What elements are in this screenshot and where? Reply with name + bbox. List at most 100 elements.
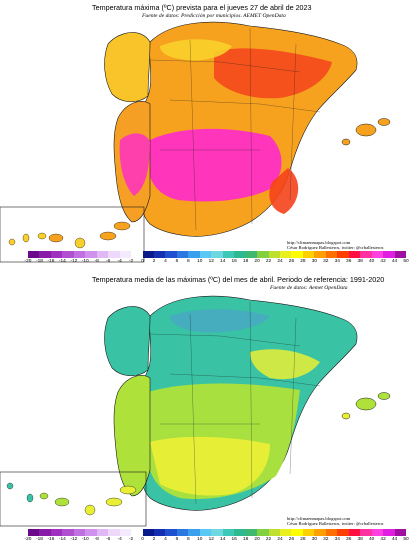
legend-tick-label: -8 xyxy=(94,259,99,264)
legend-tick-label: 38 xyxy=(357,259,363,264)
legend-swatch xyxy=(314,251,326,258)
legend-swatch xyxy=(176,251,189,258)
legend-swatch xyxy=(50,251,63,258)
legend-tick-label: 20 xyxy=(254,259,260,264)
legend-tick-label: -16 xyxy=(47,259,55,264)
legend-swatch xyxy=(268,529,280,536)
forecast-map xyxy=(0,21,391,263)
legend-tick-label: 40 xyxy=(368,259,375,264)
legend-tick-label: 16 xyxy=(231,537,237,542)
legend-tick-label: 2 xyxy=(152,259,156,264)
legend-swatch xyxy=(360,529,372,536)
legend-tick-label: 34 xyxy=(334,259,340,264)
legend-tick-label: 4 xyxy=(164,259,167,264)
legend-tick-label: -18 xyxy=(35,259,43,264)
forecast-peninsula xyxy=(104,21,358,237)
legend-swatch xyxy=(325,251,338,258)
forecast-color-legend xyxy=(28,251,406,258)
legend-swatch xyxy=(108,529,120,536)
legend-swatch xyxy=(153,251,166,258)
legend-tick-label: 8 xyxy=(187,259,190,264)
legend-tick-label: 26 xyxy=(288,537,295,542)
legend-swatch xyxy=(302,529,315,536)
legend-tick-label: 38 xyxy=(357,537,363,542)
legend-swatch xyxy=(199,529,212,536)
legend-swatch xyxy=(268,251,280,258)
legend-swatch xyxy=(279,251,292,258)
legend-swatch xyxy=(371,529,384,536)
climatology-color-legend xyxy=(28,529,406,536)
legend-tick-label: -16 xyxy=(47,537,55,542)
legend-tick-label: 10 xyxy=(197,259,203,264)
legend-tick-label: -6 xyxy=(106,537,111,542)
legend-tick-label: -8 xyxy=(94,537,99,542)
legend-swatch xyxy=(234,529,246,536)
legend-tick-label: 0 xyxy=(141,259,144,264)
legend-tick-label: 32 xyxy=(323,259,329,264)
legend-tick-label: -12 xyxy=(70,259,78,264)
legend-tick-label: -4 xyxy=(117,259,122,264)
forecast-title: Temperatura máxima (ºC) prevista para el… xyxy=(92,3,312,12)
legend-tick-label: 42 xyxy=(380,537,386,542)
legend-tick-label: -20 xyxy=(24,259,32,264)
legend-tick-label: 44 xyxy=(391,537,398,542)
legend-swatch xyxy=(176,529,189,536)
climatology-peninsula xyxy=(104,295,358,511)
legend-swatch xyxy=(131,529,143,536)
legend-tick-label: 36 xyxy=(346,259,352,264)
legend-swatch xyxy=(188,251,200,258)
legend-swatch xyxy=(222,529,235,536)
legend-tick-label: 36 xyxy=(346,537,352,542)
legend-tick-label: 20 xyxy=(254,537,260,542)
climatology-source: Fuente de datos: Aemet OpenData xyxy=(270,285,348,291)
legend-swatch xyxy=(234,251,246,258)
legend-swatch xyxy=(96,251,109,258)
legend-swatch xyxy=(360,251,372,258)
legend-swatch xyxy=(142,529,154,536)
legend-tick-label: 32 xyxy=(323,537,329,542)
legend-swatch xyxy=(73,251,86,258)
forecast-credit-url: http://climaenmapas.blogspot.com xyxy=(287,240,351,245)
legend-tick-label: 10 xyxy=(197,537,203,542)
legend-swatch xyxy=(73,529,86,536)
legend-swatch xyxy=(314,529,326,536)
legend-swatch xyxy=(188,529,200,536)
legend-tick-label: 42 xyxy=(380,259,386,264)
legend-swatch xyxy=(245,529,258,536)
legend-swatch xyxy=(348,529,361,536)
legend-tick-label: 26 xyxy=(288,259,295,264)
forecast-map-panel: Temperatura máxima (ºC) prevista para el… xyxy=(0,0,414,270)
climatology-map-panel: Temperatura media de las máximas (ºC) de… xyxy=(0,272,414,549)
legend-tick-label: 12 xyxy=(208,537,214,542)
legend-swatch xyxy=(165,251,177,258)
legend-swatch xyxy=(257,251,269,258)
legend-swatch xyxy=(165,529,177,536)
legend-tick-label: 22 xyxy=(265,259,272,264)
forecast-credit: http://climaenmapas.blogspot.com César R… xyxy=(287,240,383,250)
legend-tick-label: 22 xyxy=(265,537,272,542)
forecast-credit-author: César Rodríguez Ballesteros, twitter: @c… xyxy=(287,245,384,251)
legend-swatch xyxy=(291,529,303,536)
legend-swatch xyxy=(28,529,40,536)
legend-swatch xyxy=(211,251,223,258)
legend-tick-label: -14 xyxy=(58,259,66,264)
legend-swatch xyxy=(62,529,74,536)
legend-tick-label: 14 xyxy=(220,537,226,542)
legend-swatch xyxy=(85,529,97,536)
legend-tick-label: 12 xyxy=(208,259,214,264)
legend-swatch xyxy=(302,251,315,258)
legend-swatch xyxy=(211,529,223,536)
forecast-balearic-islands xyxy=(341,118,391,146)
legend-swatch xyxy=(279,529,292,536)
legend-swatch xyxy=(39,529,51,536)
legend-tick-label: 28 xyxy=(300,537,306,542)
legend-tick-label: -12 xyxy=(70,537,78,542)
legend-tick-label: -10 xyxy=(81,537,89,542)
climatology-credit-url: http://climaenmapas.blogspot.com xyxy=(287,516,351,521)
legend-tick-label: -14 xyxy=(58,537,66,542)
legend-swatch xyxy=(62,251,74,258)
legend-tick-label: 44 xyxy=(391,259,398,264)
legend-swatch xyxy=(96,529,109,536)
legend-swatch xyxy=(131,251,143,258)
climatology-title: Temperatura media de las máximas (ºC) de… xyxy=(92,275,385,284)
